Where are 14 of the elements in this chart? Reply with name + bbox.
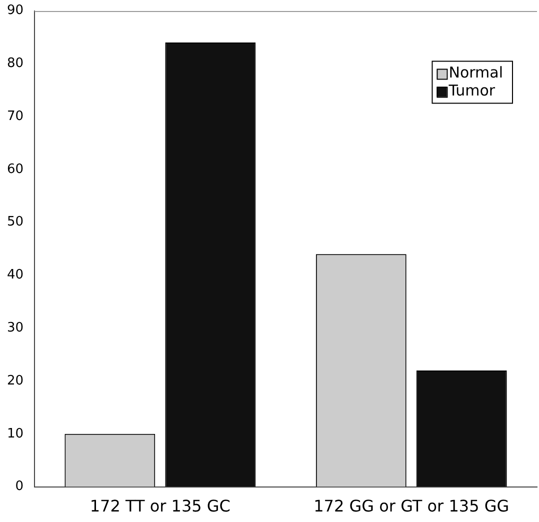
y-tick-label: 80 xyxy=(6,56,24,72)
legend-label: Tumor xyxy=(448,82,496,100)
x-tick-label: 172 TT or 135 GC xyxy=(90,496,230,516)
y-tick-label: 90 xyxy=(6,3,24,18)
y-tick-label: 70 xyxy=(6,108,24,124)
y-tick-label: 40 xyxy=(6,268,24,283)
y-tick-label: 10 xyxy=(6,426,24,442)
x-tick-label: 172 GG or GT or 135 GG xyxy=(314,496,510,516)
y-tick-label: 0 xyxy=(15,479,24,494)
y-tick-label: 30 xyxy=(6,320,24,336)
y-tick-label: 20 xyxy=(6,373,24,388)
y-tick-label: 50 xyxy=(6,214,24,230)
y-tick-label: 60 xyxy=(6,162,24,177)
legend-label: Normal xyxy=(448,64,504,82)
